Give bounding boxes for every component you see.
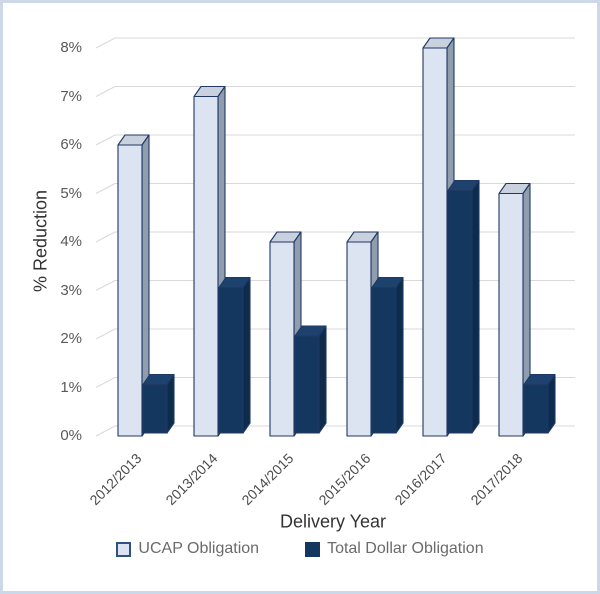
bar-ucap-2017/2018 xyxy=(498,182,531,437)
bar-total-dollar-2012/2013 xyxy=(142,373,175,434)
bar-total-dollar-2017/2018 xyxy=(523,373,556,434)
gridline-8 xyxy=(95,37,575,49)
bar-ucap-2012/2013 xyxy=(117,134,150,437)
gridline-0 xyxy=(95,425,575,437)
y-tick-label-2pct: 2% xyxy=(60,330,82,347)
y-axis-title: % Reduction xyxy=(30,189,51,293)
legend-item-total-dollar-obligation: Total Dollar Obligation xyxy=(305,540,484,558)
y-tick-label-6pct: 6% xyxy=(60,136,82,153)
gridline-3 xyxy=(95,280,575,291)
bar-ucap-2014/2015 xyxy=(269,231,302,437)
legend-item-ucap-obligation: UCAP Obligation xyxy=(116,540,259,558)
legend-swatch-total-dollar-icon xyxy=(305,541,321,557)
gridline-7 xyxy=(95,86,575,97)
y-tick-label-3pct: 3% xyxy=(60,281,82,299)
legend-label-ucap: UCAP Obligation xyxy=(138,540,260,557)
gridline-6 xyxy=(95,134,575,146)
gridline-4 xyxy=(95,231,575,243)
plot-area xyxy=(95,37,575,437)
gridline-2 xyxy=(95,328,575,340)
gridline-1 xyxy=(95,377,575,388)
legend: UCAP Obligation Total Dollar Obligation xyxy=(3,540,597,558)
bar-total-dollar-2014/2015 xyxy=(294,325,327,434)
y-tick-label-4pct: 4% xyxy=(60,233,82,250)
bar-total-dollar-2013/2014 xyxy=(218,276,251,434)
y-tick-label-5pct: 5% xyxy=(60,184,82,202)
y-tick-label-7pct: 7% xyxy=(60,87,82,105)
y-tick-label-8pct: 8% xyxy=(60,39,82,56)
bar-total-dollar-2015/2016 xyxy=(371,276,404,434)
legend-swatch-ucap-icon xyxy=(116,541,132,557)
y-tick-label-1pct: 1% xyxy=(60,378,82,396)
legend-label-total-dollar: Total Dollar Obligation xyxy=(327,540,484,557)
bar-ucap-2013/2014 xyxy=(193,85,226,437)
bar-total-dollar-2016/2017 xyxy=(447,179,480,434)
x-axis-title: Delivery Year xyxy=(279,511,387,532)
y-tick-label-0pct: 0% xyxy=(60,427,82,444)
gridline-5 xyxy=(95,183,575,194)
